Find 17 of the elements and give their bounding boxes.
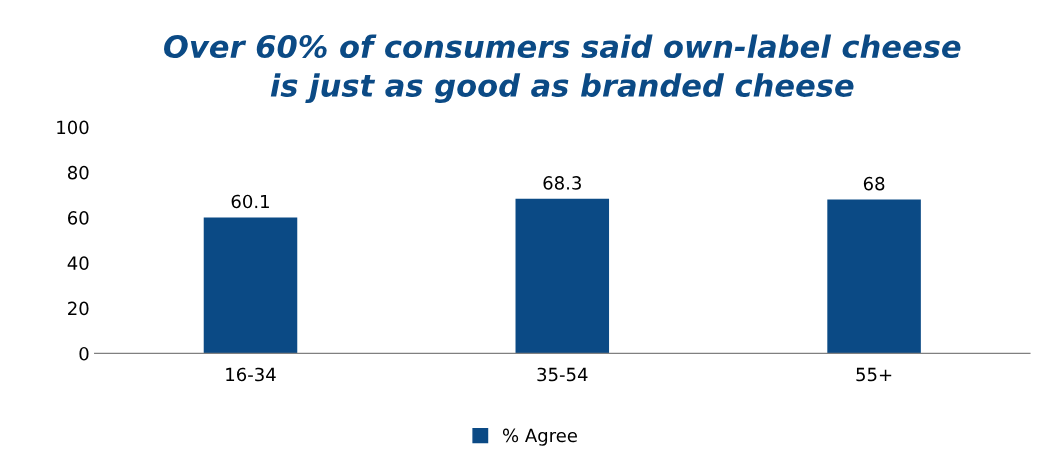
legend-label: % Agree [502, 428, 577, 446]
x-tick-label: 16-34 [226, 367, 276, 382]
chart-title: Over 60% of consumers said own-label cheese is just as good as branded cheese [164, 34, 961, 104]
x-tick-label: 35-54 [537, 367, 588, 382]
y-tick-label: 80 [67, 165, 89, 180]
bar [827, 199, 921, 354]
data-label: 60.1 [231, 194, 269, 209]
y-tick-label: 20 [68, 301, 89, 316]
y-tick-label: 40 [67, 256, 89, 270]
data-label: 68.3 [543, 176, 581, 190]
bar [515, 198, 610, 354]
y-tick-label: 60 [68, 211, 89, 225]
y-tick-label: 100 [57, 120, 89, 135]
x-tick-label: 55+ [856, 367, 892, 382]
data-label: 68 [863, 176, 885, 191]
y-tick-label: 0 [79, 346, 89, 361]
bar [203, 217, 298, 354]
